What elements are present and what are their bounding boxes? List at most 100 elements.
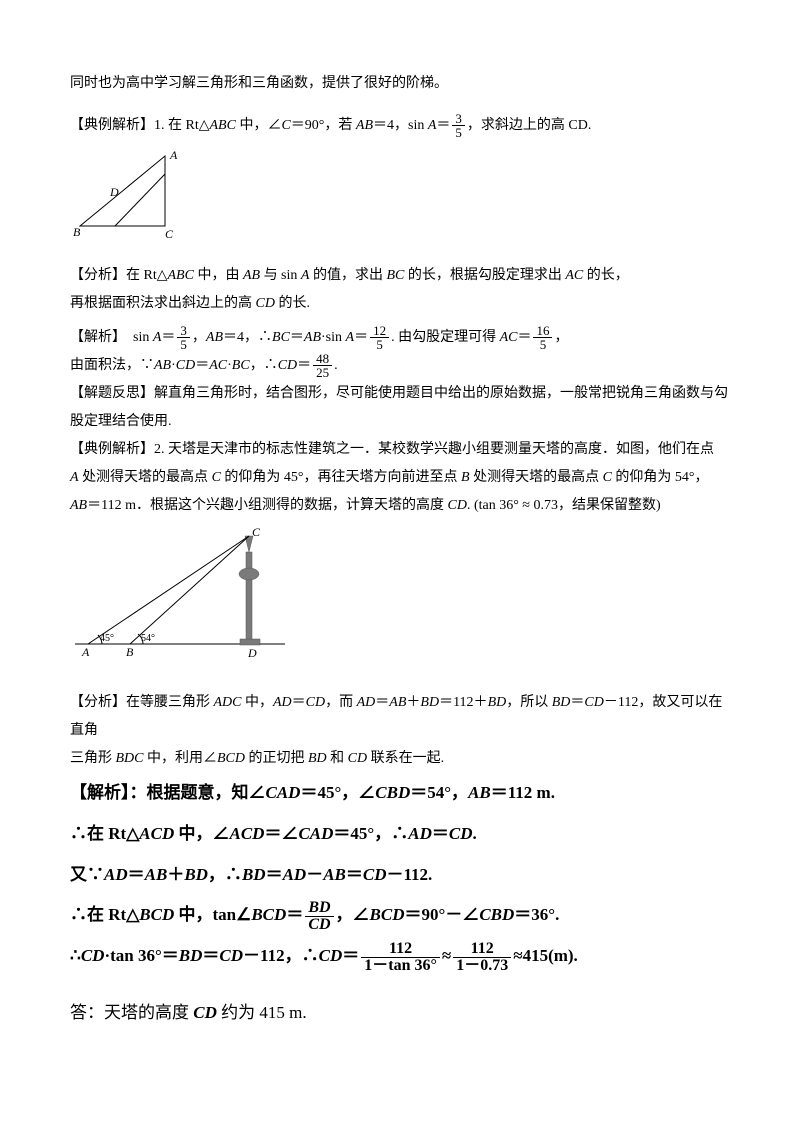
- t: A: [346, 330, 355, 345]
- tag: 【分析】: [70, 268, 126, 283]
- t: 中，tan∠: [174, 905, 251, 924]
- t: ，∠: [336, 905, 370, 924]
- t: 约为 415 m.: [217, 1003, 307, 1022]
- n: 16: [533, 324, 552, 338]
- t: ＝90°－∠: [405, 905, 480, 924]
- t: AD: [283, 865, 307, 884]
- t: AB: [243, 268, 260, 283]
- t: ABC: [210, 118, 236, 133]
- n: BD: [305, 900, 333, 917]
- t: ＝: [286, 905, 303, 924]
- t: BD: [420, 695, 439, 710]
- t: 三角形: [70, 751, 116, 766]
- t: ＝: [161, 330, 175, 345]
- d: 1－tan 36°: [361, 958, 440, 974]
- ex2-analysis-2: 三角形 BDC 中，利用∠BCD 的正切把 BD 和 CD 联系在一起.: [70, 745, 730, 773]
- t: CD: [193, 1003, 217, 1022]
- t: . (tan 36° ≈ 0.73，结果保留整数): [467, 498, 661, 513]
- t: ＝45°，∠: [300, 783, 375, 802]
- t: ＝: [346, 865, 363, 884]
- t: BD: [552, 695, 571, 710]
- t: sin: [119, 330, 153, 345]
- t: ＝4，sin: [373, 118, 428, 133]
- t: CD: [584, 695, 603, 710]
- frac: 1121－0.73: [453, 941, 511, 974]
- t: ＝4，∴: [223, 330, 272, 345]
- t: CBD: [375, 783, 410, 802]
- n: 112: [453, 941, 511, 958]
- ex2-sol-4: ∴在 Rt△BCD 中，tan∠BCD＝BDCD，∠BCD＝90°－∠CBD＝3…: [70, 895, 730, 936]
- t: BCD: [370, 905, 405, 924]
- t: C: [281, 118, 290, 133]
- ex1-analysis-1: 【分析】在 Rt△ABC 中，由 AB 与 sin A 的值，求出 BC 的长，…: [70, 262, 730, 290]
- t: ＝: [375, 695, 389, 710]
- t: －: [306, 865, 323, 884]
- t: BC: [272, 330, 290, 345]
- t: ，而: [325, 695, 357, 710]
- ex2-stem-1: 【典例解析】2. 天塔是天津市的标志性建筑之一．某校数学兴趣小组要测量天塔的高度…: [70, 436, 730, 464]
- t: ＝112 m．根据这个兴趣小组测得的数据，计算天塔的高度: [87, 498, 447, 513]
- lbl-A: A: [169, 148, 178, 162]
- t: ∴在 Rt△: [70, 824, 139, 843]
- d: 5: [370, 338, 389, 351]
- frac-3-5: 35: [452, 112, 465, 139]
- ex1-analysis-2: 再根据面积法求出斜边上的高 CD 的长.: [70, 290, 730, 318]
- d: 1－0.73: [453, 958, 511, 974]
- n: 3: [177, 324, 190, 338]
- t: 的值，求出: [309, 268, 386, 283]
- t: 又∵: [70, 865, 104, 884]
- t: 再根据面积法求出斜边上的高: [70, 296, 256, 311]
- t: ＝90°，若: [291, 118, 356, 133]
- t: CAD: [298, 824, 333, 843]
- t: ＝: [292, 695, 306, 710]
- tag: 【解析】: [70, 783, 130, 802]
- t: AC: [500, 330, 518, 345]
- ex2-answer: 答：天塔的高度 CD 约为 415 m.: [70, 994, 730, 1031]
- t: AB: [154, 358, 171, 373]
- t: ＝: [195, 358, 209, 373]
- t: ，求斜边上的高 CD.: [467, 118, 591, 133]
- t: ＝∠: [264, 824, 298, 843]
- t: ＋: [406, 695, 420, 710]
- t: ＝: [436, 118, 450, 133]
- t: CD: [363, 865, 387, 884]
- frac: 35: [177, 324, 190, 351]
- t: ≈: [442, 946, 451, 965]
- t: C: [212, 470, 221, 485]
- t: ，: [192, 330, 206, 345]
- t: ＝: [570, 695, 584, 710]
- lbl-B: B: [126, 645, 134, 659]
- t: AD: [408, 824, 432, 843]
- d: 25: [313, 366, 332, 379]
- t: BC: [386, 268, 404, 283]
- lbl-D: D: [247, 646, 257, 660]
- d: CD: [305, 917, 333, 933]
- t: .: [472, 824, 476, 843]
- t: BCD: [251, 905, 286, 924]
- ex2-solution-block: 【解析】：根据题意，知∠CAD＝45°，∠CBD＝54°，AB＝112 m. ∴…: [70, 773, 730, 977]
- t: 中，利用∠: [144, 751, 218, 766]
- t: ＝: [290, 330, 304, 345]
- frac: 4825: [313, 352, 332, 379]
- n: 48: [313, 352, 332, 366]
- t: 中，∠: [174, 824, 229, 843]
- tag: 【解题反思】: [70, 386, 154, 401]
- t: CD: [306, 695, 325, 710]
- t: 的正切把: [245, 751, 308, 766]
- frac: 1121－tan 36°: [361, 941, 440, 974]
- lbl-D: D: [109, 185, 119, 199]
- t: BD: [242, 865, 266, 884]
- t: ，∴: [208, 865, 242, 884]
- t: CAD: [266, 783, 301, 802]
- t: BD: [308, 751, 327, 766]
- t: ＝112 m.: [491, 783, 555, 802]
- ex1-heading: 【典例解析】: [70, 118, 154, 133]
- t: ·tan 36°＝: [104, 946, 178, 965]
- t: ＝: [128, 865, 145, 884]
- t: AD: [273, 695, 292, 710]
- intro-text: 同时也为高中学习解三角形和三角函数，提供了很好的阶梯。: [70, 70, 730, 98]
- t: AD: [357, 695, 376, 710]
- t: ，所以: [506, 695, 552, 710]
- t: ＝45°，∴: [333, 824, 408, 843]
- t: CD: [449, 824, 473, 843]
